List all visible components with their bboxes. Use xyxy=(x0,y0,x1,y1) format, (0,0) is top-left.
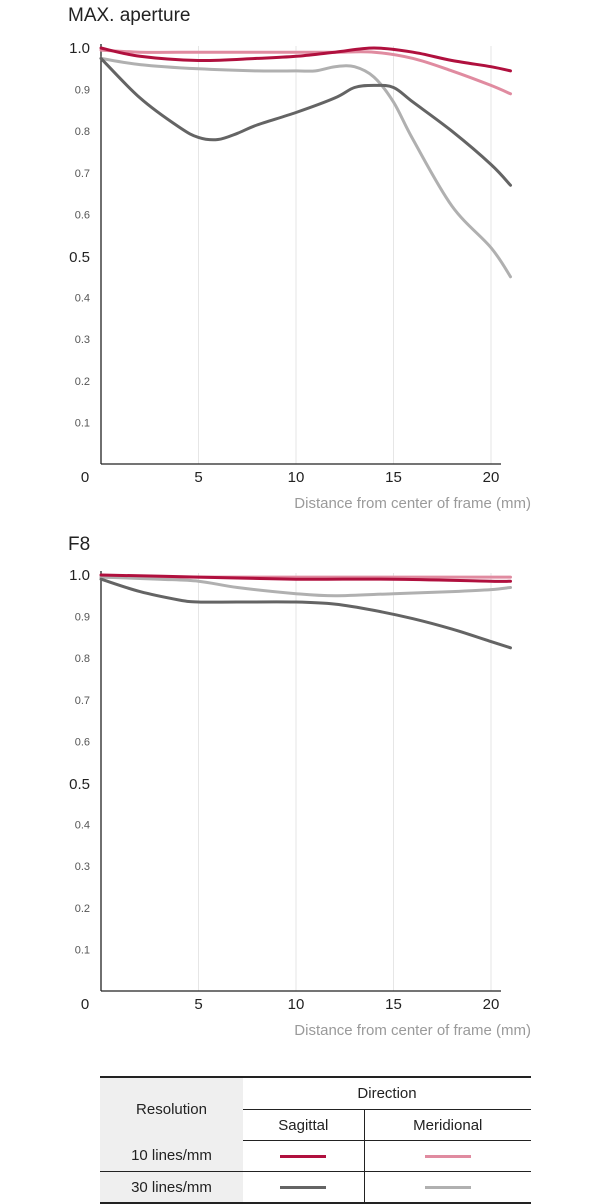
legend-table: Resolution Direction Sagittal Meridional… xyxy=(100,1076,531,1204)
y-tick-label: 0.1 xyxy=(75,417,90,429)
y-tick-label: 0.2 xyxy=(75,376,90,388)
y-tick-label: 1.0 xyxy=(69,40,90,57)
legend-row-10-label: 10 lines/mm xyxy=(100,1140,243,1172)
y-tick-label: 0.6 xyxy=(75,736,90,748)
legend-resolution-header: Resolution xyxy=(100,1076,243,1141)
legend-swatch-sagittal-30 xyxy=(280,1186,327,1190)
x-tick-label: 0 xyxy=(81,996,89,1013)
plot-area xyxy=(99,573,512,650)
x-axis-ticks: 0 5 10 15 20 xyxy=(81,469,500,486)
legend-cell xyxy=(243,1171,365,1204)
x-tick-label: 15 xyxy=(385,996,402,1013)
series-line-m30 xyxy=(99,575,512,598)
legend-cell xyxy=(363,1171,531,1204)
chart-max-aperture: MAX. aperture 0.10.20.30.40.60.70.80.90.… xyxy=(68,5,531,512)
plot-area xyxy=(99,46,512,279)
x-axis-label: Distance from center of frame (mm) xyxy=(294,1022,531,1039)
y-axis-ticks: 0.1 0.2 0.3 0.4 0.6 0.7 0.8 0.9 0.5 1.0 xyxy=(69,40,90,429)
y-tick-label: 0.5 xyxy=(69,776,90,793)
y-tick-label: 0.9 xyxy=(75,612,90,624)
grid xyxy=(100,44,501,465)
chart-title: MAX. aperture xyxy=(68,5,191,26)
y-tick-label: 0.1 xyxy=(75,944,90,956)
y-tick-label: 0.8 xyxy=(75,653,90,665)
x-tick-label: 20 xyxy=(483,996,500,1013)
legend-meridional-header: Meridional xyxy=(363,1109,531,1141)
x-tick-label: 10 xyxy=(288,469,305,486)
y-tick-label: 0.3 xyxy=(75,334,90,346)
chart-f8: F8 0.1 0.2 0.3 0.4 0.6 0.7 0.8 0.9 0.5 1.0 0 5 10 15… xyxy=(68,534,531,1039)
legend-sagittal-header: Sagittal xyxy=(243,1109,365,1141)
series-line-s30 xyxy=(99,56,512,187)
x-axis-ticks: 0 5 10 15 20 xyxy=(81,996,500,1013)
series-line-s30 xyxy=(99,577,512,650)
legend-swatch-meridional-10 xyxy=(424,1155,471,1159)
x-tick-label: 0 xyxy=(81,469,89,486)
y-tick-label: 0.2 xyxy=(75,903,90,915)
y-tick-label: 0.9 xyxy=(75,85,90,97)
legend-row-30-label: 30 lines/mm xyxy=(100,1171,243,1204)
y-tick-label: 0.6 xyxy=(75,209,90,221)
x-tick-label: 20 xyxy=(483,469,500,486)
series-line-s10 xyxy=(99,46,512,73)
x-axis-label: Distance from center of frame (mm) xyxy=(294,495,531,512)
x-tick-label: 5 xyxy=(194,469,202,486)
y-tick-label: 0.7 xyxy=(75,695,90,707)
y-axis-ticks: 0.1 0.2 0.3 0.4 0.6 0.7 0.8 0.9 0.5 1.0 xyxy=(69,567,90,956)
grid xyxy=(100,571,501,992)
y-tick-label: 0.4 xyxy=(75,293,90,305)
x-tick-label: 15 xyxy=(385,469,402,486)
legend-swatch-meridional-30 xyxy=(424,1186,471,1190)
legend-direction-header: Direction xyxy=(243,1076,531,1110)
y-tick-label: 0.4 xyxy=(75,820,90,832)
chart-title: F8 xyxy=(68,534,90,555)
x-tick-label: 5 xyxy=(194,996,202,1013)
y-tick-label: 0.3 xyxy=(75,861,90,873)
legend-swatch-sagittal-10 xyxy=(280,1155,327,1159)
x-tick-label: 10 xyxy=(288,996,305,1013)
y-tick-label: 0.5 xyxy=(69,249,90,266)
y-tick-label: 1.0 xyxy=(69,567,90,584)
legend-cell xyxy=(243,1140,365,1172)
y-tick-label: 0.8 xyxy=(75,126,90,138)
series-line-m30 xyxy=(99,56,512,279)
legend-cell xyxy=(363,1140,531,1172)
series-line-s10 xyxy=(99,573,512,583)
y-tick-label: 0.7 xyxy=(75,168,90,180)
